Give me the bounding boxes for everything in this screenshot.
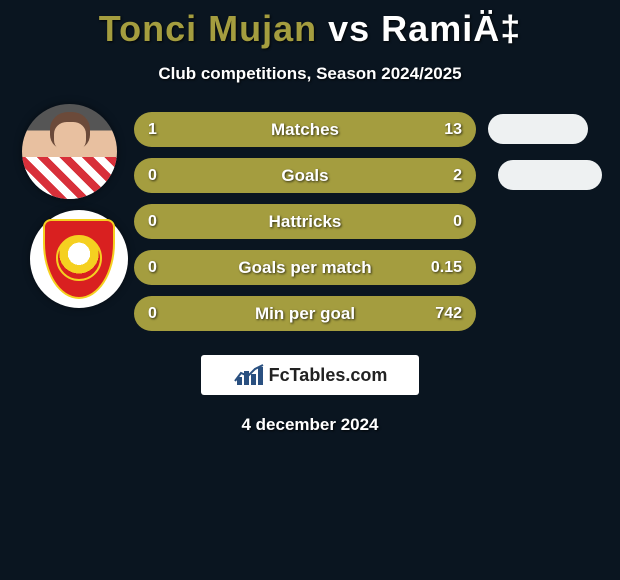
stat-label: Matches [271,120,339,140]
vs-text: vs [328,8,370,49]
stat-bars: 1 Matches 13 0 Goals 2 0 Hattricks 0 0 Goals per m… [134,112,476,331]
stat-value-p2: 13 [444,121,462,139]
player1-name: Tonci Mujan [99,8,317,49]
stat-bar: 0 Hattricks 0 [134,204,476,239]
stat-bar: 0 Min per goal 742 [134,296,476,331]
bubble-1 [488,114,588,144]
comparison-card: Tonci Mujan vs RamiÄ‡ Club competitions,… [0,0,620,435]
stat-label: Goals per match [238,258,371,278]
stat-value-p2: 0.15 [431,259,462,277]
stat-bar: 0 Goals 2 [134,158,476,193]
stat-label: Goals [281,166,328,186]
source-logo: FcTables.com [201,355,419,395]
stat-value-p2: 2 [453,167,462,185]
bubble-2 [498,160,602,190]
club-shield-icon [43,219,115,299]
main-content: 1 Matches 13 0 Goals 2 0 Hattricks 0 0 Goals per m… [8,112,612,331]
right-column [476,112,606,331]
stat-label: Hattricks [269,212,342,232]
stat-value-p2: 0 [453,213,462,231]
stat-value-p1: 0 [148,259,157,277]
stat-bar: 0 Goals per match 0.15 [134,250,476,285]
stat-value-p2: 742 [435,305,462,323]
chart-icon [233,363,265,387]
stat-label: Min per goal [255,304,355,324]
player1-avatar [22,104,117,199]
avatars-column [14,112,134,331]
stat-value-p1: 0 [148,167,157,185]
logo-text: FcTables.com [269,365,388,386]
stat-value-p1: 0 [148,305,157,323]
player2-avatar [30,210,128,308]
stat-value-p1: 0 [148,213,157,231]
title: Tonci Mujan vs RamiÄ‡ [8,0,612,50]
stat-bar: 1 Matches 13 [134,112,476,147]
stat-value-p1: 1 [148,121,157,139]
player2-name: RamiÄ‡ [381,8,521,49]
subtitle: Club competitions, Season 2024/2025 [8,64,612,84]
date: 4 december 2024 [8,415,612,435]
